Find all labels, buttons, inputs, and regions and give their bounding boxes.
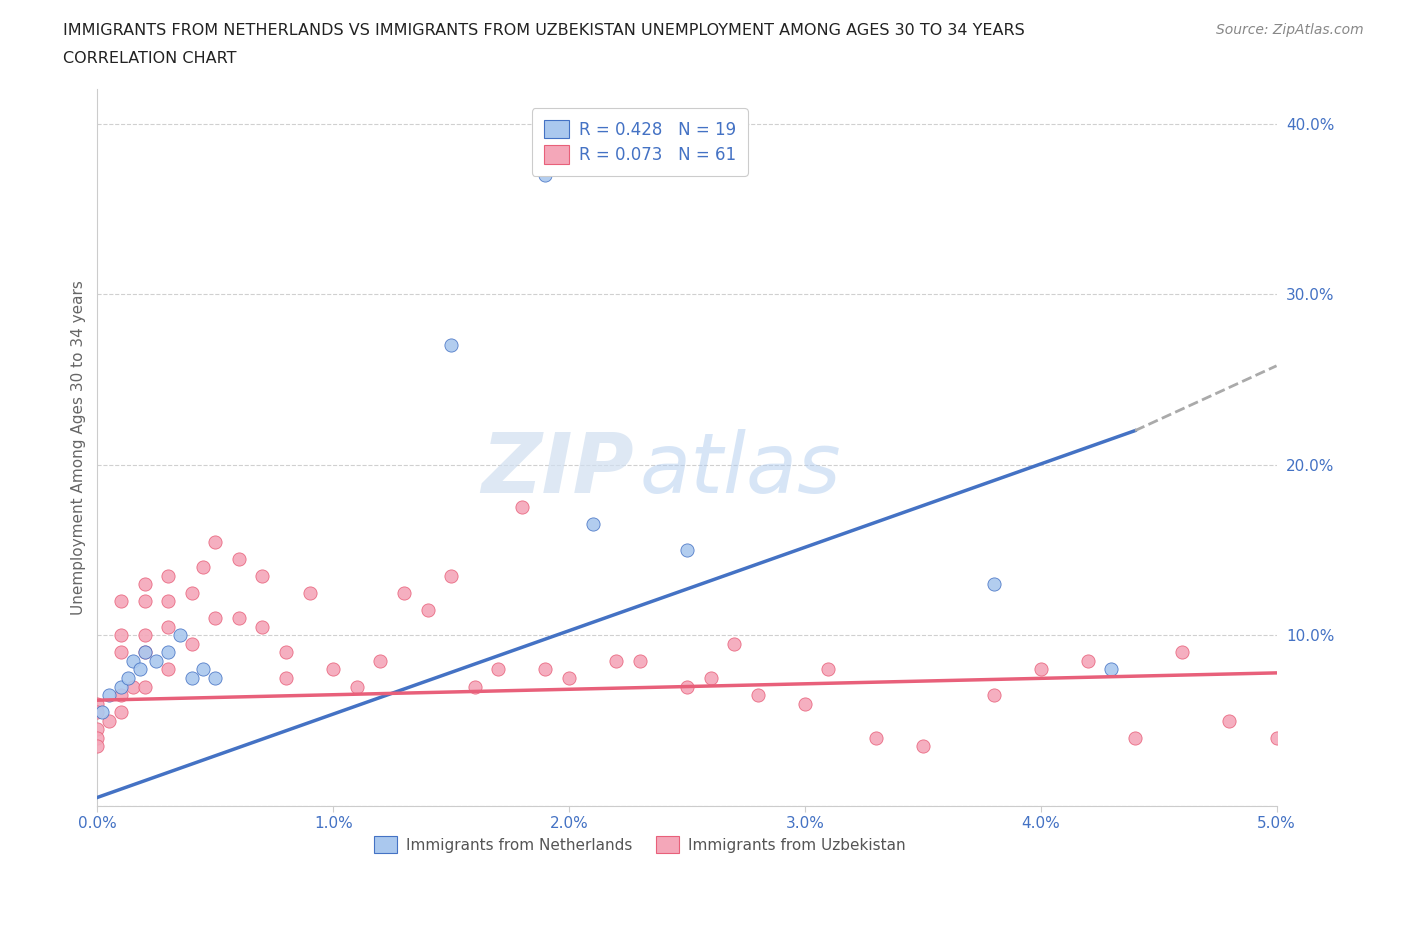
- Point: [157, 568, 180, 583]
- Point: [983, 687, 1005, 702]
- Point: [416, 603, 439, 618]
- Point: [983, 577, 1005, 591]
- Point: [581, 517, 603, 532]
- Point: [157, 593, 180, 608]
- Point: [440, 568, 463, 583]
- Point: [86, 730, 108, 745]
- Point: [134, 577, 156, 591]
- Point: [204, 534, 226, 549]
- Point: [534, 167, 557, 182]
- Point: [1218, 713, 1240, 728]
- Point: [558, 671, 581, 685]
- Point: [110, 679, 132, 694]
- Point: [134, 593, 156, 608]
- Point: [180, 671, 202, 685]
- Point: [128, 662, 150, 677]
- Point: [193, 662, 215, 677]
- Point: [204, 611, 226, 626]
- Point: [1123, 730, 1146, 745]
- Point: [86, 738, 108, 753]
- Point: [228, 611, 250, 626]
- Text: Source: ZipAtlas.com: Source: ZipAtlas.com: [1216, 23, 1364, 37]
- Text: ZIP: ZIP: [481, 429, 634, 510]
- Legend: Immigrants from Netherlands, Immigrants from Uzbekistan: Immigrants from Netherlands, Immigrants …: [368, 830, 911, 859]
- Point: [370, 654, 392, 669]
- Point: [534, 662, 557, 677]
- Point: [86, 722, 108, 737]
- Point: [676, 542, 699, 557]
- Point: [145, 654, 167, 669]
- Y-axis label: Unemployment Among Ages 30 to 34 years: Unemployment Among Ages 30 to 34 years: [72, 280, 86, 615]
- Text: IMMIGRANTS FROM NETHERLANDS VS IMMIGRANTS FROM UZBEKISTAN UNEMPLOYMENT AMONG AGE: IMMIGRANTS FROM NETHERLANDS VS IMMIGRANT…: [63, 23, 1025, 38]
- Point: [204, 671, 226, 685]
- Point: [228, 551, 250, 566]
- Point: [134, 645, 156, 660]
- Point: [865, 730, 887, 745]
- Point: [793, 697, 815, 711]
- Point: [134, 679, 156, 694]
- Point: [1077, 654, 1099, 669]
- Point: [180, 585, 202, 600]
- Point: [322, 662, 344, 677]
- Point: [605, 654, 627, 669]
- Point: [91, 705, 114, 720]
- Point: [1029, 662, 1052, 677]
- Point: [117, 671, 139, 685]
- Point: [510, 500, 533, 515]
- Point: [817, 662, 839, 677]
- Point: [747, 687, 769, 702]
- Text: CORRELATION CHART: CORRELATION CHART: [63, 51, 236, 66]
- Point: [86, 697, 108, 711]
- Point: [676, 679, 699, 694]
- Text: atlas: atlas: [640, 429, 841, 510]
- Point: [98, 687, 121, 702]
- Point: [121, 654, 143, 669]
- Point: [157, 645, 180, 660]
- Point: [110, 645, 132, 660]
- Point: [110, 593, 132, 608]
- Point: [110, 687, 132, 702]
- Point: [346, 679, 368, 694]
- Point: [1265, 730, 1288, 745]
- Point: [1171, 645, 1194, 660]
- Point: [628, 654, 651, 669]
- Point: [98, 713, 121, 728]
- Point: [193, 560, 215, 575]
- Point: [134, 628, 156, 643]
- Point: [157, 619, 180, 634]
- Point: [252, 619, 274, 634]
- Point: [134, 645, 156, 660]
- Point: [723, 636, 745, 651]
- Point: [252, 568, 274, 583]
- Point: [699, 671, 721, 685]
- Point: [121, 679, 143, 694]
- Point: [110, 705, 132, 720]
- Point: [274, 671, 297, 685]
- Point: [274, 645, 297, 660]
- Point: [298, 585, 321, 600]
- Point: [180, 636, 202, 651]
- Point: [440, 338, 463, 352]
- Point: [157, 662, 180, 677]
- Point: [911, 738, 934, 753]
- Point: [1101, 662, 1123, 677]
- Point: [486, 662, 509, 677]
- Point: [86, 705, 108, 720]
- Point: [464, 679, 486, 694]
- Point: [110, 628, 132, 643]
- Point: [169, 628, 191, 643]
- Point: [392, 585, 415, 600]
